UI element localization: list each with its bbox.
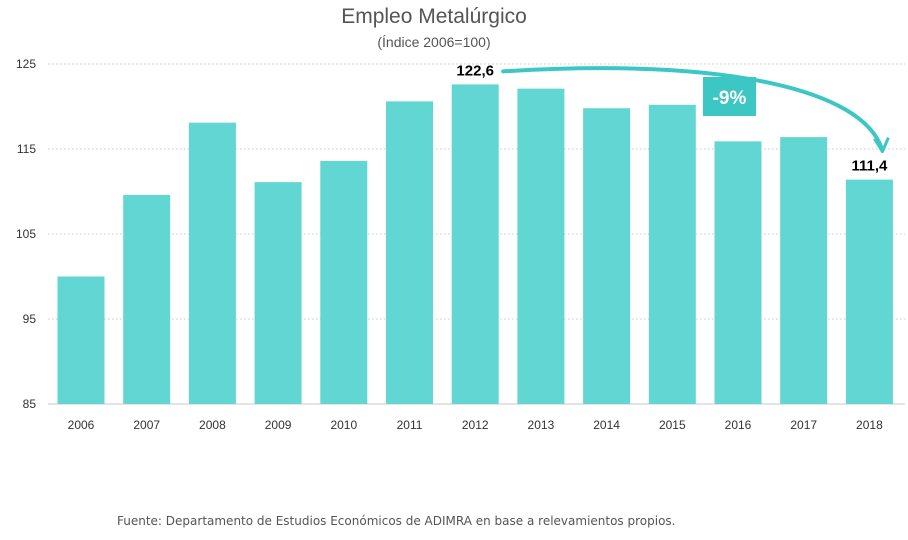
- x-tick-label: 2017: [790, 418, 817, 432]
- data-label-2012: 122,6: [456, 62, 494, 79]
- source-note: Fuente: Departamento de Estudios Económi…: [117, 514, 676, 528]
- x-tick-label: 2016: [725, 418, 752, 432]
- annotation-badge: [703, 77, 756, 116]
- data-labels: 122,6 111,4: [456, 62, 888, 174]
- annotation-arrowhead: [873, 137, 890, 154]
- bar-2018: [845, 179, 893, 404]
- y-tick-label: 115: [17, 142, 36, 156]
- bar-2017: [780, 137, 828, 404]
- data-label-2018: 111,4: [851, 158, 888, 175]
- bar-2010: [320, 160, 368, 404]
- bar-2006: [57, 276, 105, 404]
- bar-2014: [583, 108, 631, 404]
- y-tick-label: 95: [23, 312, 37, 326]
- bar-2013: [517, 88, 565, 405]
- x-tick-label: 2015: [659, 418, 686, 432]
- x-tick-label: 2009: [265, 418, 292, 432]
- annotation: -9%: [501, 66, 890, 154]
- x-tick-label: 2018: [856, 418, 883, 432]
- y-axis: 85 95 105 115 125: [16, 57, 36, 411]
- x-tick-label: 2014: [593, 418, 620, 432]
- annotation-badge-text: -9%: [713, 88, 747, 109]
- annotation-arrow: [501, 66, 884, 150]
- x-tick-label: 2007: [133, 418, 160, 432]
- x-tick-label: 2013: [528, 418, 555, 432]
- bar-2015: [648, 104, 696, 405]
- bars: [57, 84, 893, 405]
- y-tick-label: 105: [16, 227, 36, 241]
- bar-2008: [188, 122, 236, 405]
- x-tick-label: 2012: [462, 418, 489, 432]
- bar-2012: [451, 84, 499, 405]
- bar-2009: [254, 182, 302, 404]
- y-tick-label: 85: [23, 397, 37, 411]
- bar-2011: [386, 101, 433, 405]
- x-tick-label: 2010: [330, 418, 357, 432]
- bar-2016: [714, 141, 762, 404]
- x-axis: 2006 2007 2008 2009 2010 2011 2012 2013 2014 2015…: [68, 418, 883, 432]
- x-tick-label: 2011: [397, 418, 423, 432]
- chart-subtitle: (Índice 2006=100): [377, 34, 490, 50]
- x-tick-label: 2008: [199, 418, 226, 432]
- x-tick-label: 2006: [68, 418, 95, 432]
- y-tick-label: 125: [16, 57, 36, 71]
- chart-title: Empleo Metalúrgico: [341, 5, 527, 28]
- bar-2007: [123, 194, 171, 404]
